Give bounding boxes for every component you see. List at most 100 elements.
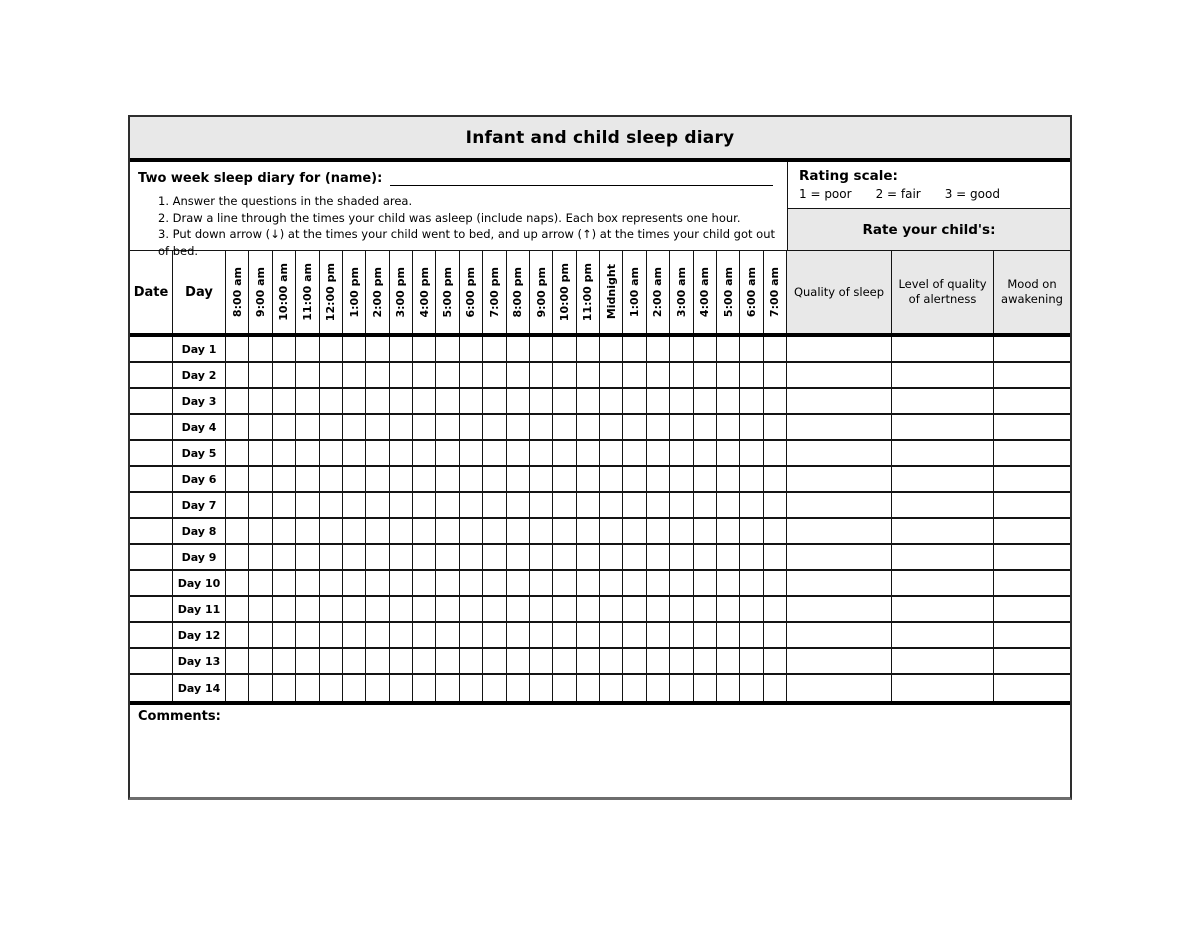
- hour-cell[interactable]: [600, 441, 624, 465]
- hour-cell[interactable]: [740, 389, 764, 413]
- hour-cell[interactable]: [320, 337, 343, 361]
- hour-cell[interactable]: [717, 337, 741, 361]
- hour-cell[interactable]: [390, 415, 413, 439]
- hour-cell[interactable]: [530, 519, 554, 543]
- hour-cell[interactable]: [530, 441, 554, 465]
- hour-cell[interactable]: [740, 649, 764, 673]
- hour-cell[interactable]: [623, 415, 647, 439]
- hour-cell[interactable]: [413, 675, 437, 701]
- hour-cell[interactable]: [507, 493, 530, 517]
- hour-cell[interactable]: [764, 519, 787, 543]
- hour-cell[interactable]: [553, 597, 577, 621]
- hour-cell[interactable]: [623, 597, 647, 621]
- hour-cell[interactable]: [296, 415, 320, 439]
- hour-cell[interactable]: [320, 519, 343, 543]
- hour-cell[interactable]: [320, 571, 343, 595]
- hour-cell[interactable]: [226, 623, 250, 647]
- hour-cell[interactable]: [226, 441, 250, 465]
- hour-cell[interactable]: [273, 545, 297, 569]
- hour-cell[interactable]: [366, 337, 390, 361]
- quality-of-sleep-cell[interactable]: [787, 597, 892, 621]
- hour-cell[interactable]: [296, 337, 320, 361]
- mood-on-awakening-cell[interactable]: [994, 467, 1070, 491]
- hour-cell[interactable]: [670, 571, 694, 595]
- hour-cell[interactable]: [600, 649, 624, 673]
- hour-cell[interactable]: [577, 415, 600, 439]
- date-cell[interactable]: [130, 675, 173, 701]
- hour-cell[interactable]: [530, 467, 554, 491]
- mood-on-awakening-cell[interactable]: [994, 363, 1070, 387]
- hour-cell[interactable]: [226, 675, 250, 701]
- hour-cell[interactable]: [249, 649, 273, 673]
- name-input-line[interactable]: [390, 169, 773, 186]
- hour-cell[interactable]: [249, 415, 273, 439]
- hour-cell[interactable]: [436, 519, 460, 543]
- hour-cell[interactable]: [436, 545, 460, 569]
- hour-cell[interactable]: [343, 441, 367, 465]
- level-of-alertness-cell[interactable]: [892, 493, 994, 517]
- level-of-alertness-cell[interactable]: [892, 649, 994, 673]
- hour-cell[interactable]: [249, 571, 273, 595]
- hour-cell[interactable]: [553, 493, 577, 517]
- hour-cell[interactable]: [530, 415, 554, 439]
- hour-cell[interactable]: [717, 415, 741, 439]
- quality-of-sleep-cell[interactable]: [787, 623, 892, 647]
- hour-cell[interactable]: [577, 441, 600, 465]
- hour-cell[interactable]: [296, 467, 320, 491]
- hour-cell[interactable]: [717, 363, 741, 387]
- hour-cell[interactable]: [436, 493, 460, 517]
- quality-of-sleep-cell[interactable]: [787, 649, 892, 673]
- hour-cell[interactable]: [436, 571, 460, 595]
- hour-cell[interactable]: [366, 389, 390, 413]
- hour-cell[interactable]: [694, 519, 717, 543]
- hour-cell[interactable]: [694, 493, 717, 517]
- mood-on-awakening-cell[interactable]: [994, 389, 1070, 413]
- hour-cell[interactable]: [553, 337, 577, 361]
- hour-cell[interactable]: [366, 441, 390, 465]
- hour-cell[interactable]: [740, 415, 764, 439]
- hour-cell[interactable]: [390, 649, 413, 673]
- hour-cell[interactable]: [390, 545, 413, 569]
- hour-cell[interactable]: [623, 363, 647, 387]
- mood-on-awakening-cell[interactable]: [994, 337, 1070, 361]
- hour-cell[interactable]: [507, 649, 530, 673]
- hour-cell[interactable]: [764, 493, 787, 517]
- level-of-alertness-cell[interactable]: [892, 571, 994, 595]
- hour-cell[interactable]: [647, 597, 671, 621]
- hour-cell[interactable]: [670, 337, 694, 361]
- quality-of-sleep-cell[interactable]: [787, 337, 892, 361]
- hour-cell[interactable]: [249, 441, 273, 465]
- hour-cell[interactable]: [623, 441, 647, 465]
- hour-cell[interactable]: [670, 545, 694, 569]
- hour-cell[interactable]: [553, 623, 577, 647]
- hour-cell[interactable]: [670, 675, 694, 701]
- hour-cell[interactable]: [320, 467, 343, 491]
- hour-cell[interactable]: [600, 389, 624, 413]
- hour-cell[interactable]: [366, 623, 390, 647]
- level-of-alertness-cell[interactable]: [892, 337, 994, 361]
- hour-cell[interactable]: [553, 545, 577, 569]
- hour-cell[interactable]: [600, 337, 624, 361]
- hour-cell[interactable]: [740, 337, 764, 361]
- hour-cell[interactable]: [226, 649, 250, 673]
- hour-cell[interactable]: [390, 519, 413, 543]
- hour-cell[interactable]: [343, 675, 367, 701]
- hour-cell[interactable]: [273, 337, 297, 361]
- hour-cell[interactable]: [670, 441, 694, 465]
- hour-cell[interactable]: [296, 493, 320, 517]
- hour-cell[interactable]: [413, 597, 437, 621]
- hour-cell[interactable]: [460, 337, 484, 361]
- hour-cell[interactable]: [694, 441, 717, 465]
- hour-cell[interactable]: [436, 675, 460, 701]
- hour-cell[interactable]: [460, 363, 484, 387]
- hour-cell[interactable]: [577, 519, 600, 543]
- hour-cell[interactable]: [296, 389, 320, 413]
- mood-on-awakening-cell[interactable]: [994, 571, 1070, 595]
- hour-cell[interactable]: [717, 519, 741, 543]
- date-cell[interactable]: [130, 571, 173, 595]
- hour-cell[interactable]: [740, 467, 764, 491]
- date-cell[interactable]: [130, 363, 173, 387]
- hour-cell[interactable]: [343, 623, 367, 647]
- hour-cell[interactable]: [577, 571, 600, 595]
- hour-cell[interactable]: [507, 363, 530, 387]
